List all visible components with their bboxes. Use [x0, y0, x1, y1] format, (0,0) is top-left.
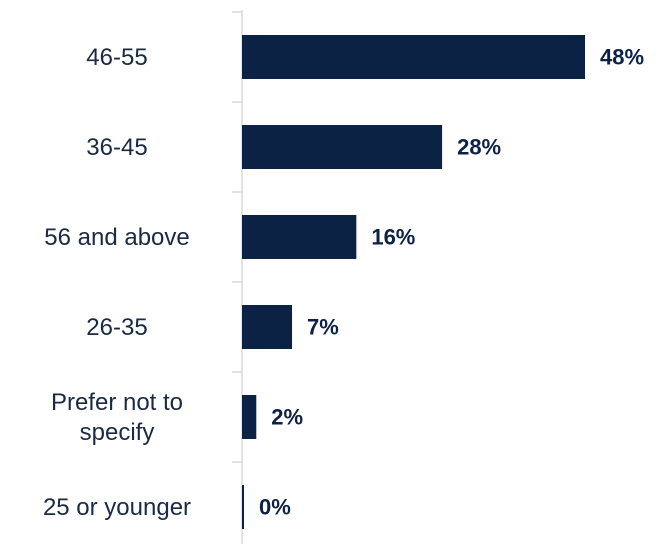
- bar: [242, 35, 585, 79]
- bar: [242, 125, 443, 169]
- category-label: Prefer not to specify: [51, 389, 183, 446]
- value-label: 28%: [457, 135, 501, 160]
- category-label: 56 and above: [44, 224, 189, 251]
- category-label: 46-55: [86, 44, 147, 71]
- bar: [242, 215, 357, 259]
- value-label: 0%: [259, 495, 291, 520]
- category-label: 26-35: [86, 314, 147, 341]
- value-label: 48%: [600, 45, 644, 70]
- category-label: 36-45: [86, 134, 147, 161]
- bar: [242, 395, 257, 439]
- value-label: 7%: [307, 315, 339, 340]
- bar: [242, 485, 244, 529]
- bar: [242, 305, 293, 349]
- value-label: 16%: [371, 225, 415, 250]
- value-labels: 48% 28% 16% 7% 2% 0%: [259, 45, 644, 520]
- category-labels: 46-55 36-45 56 and above 26-35 Prefer not to…: [43, 44, 191, 521]
- axis-ticks: [232, 11, 242, 463]
- bars: [242, 35, 585, 529]
- value-label: 2%: [271, 405, 303, 430]
- category-label: 25 or younger: [43, 494, 191, 521]
